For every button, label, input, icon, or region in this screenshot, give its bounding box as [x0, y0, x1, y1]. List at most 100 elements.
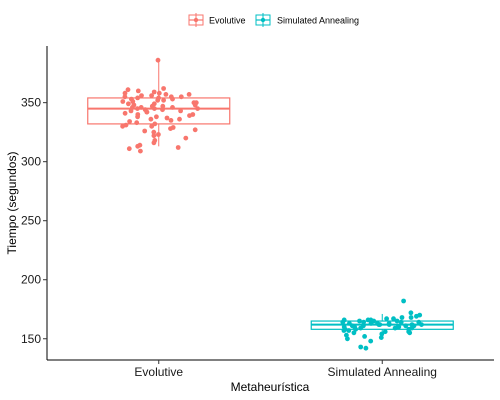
data-point: [135, 114, 141, 120]
data-point: [144, 109, 150, 115]
data-point: [368, 321, 374, 326]
data-point: [403, 323, 409, 329]
data-point: [160, 107, 165, 113]
data-point: [138, 148, 143, 154]
data-point: [361, 319, 366, 325]
x-tick-label: Evolutive: [134, 365, 183, 379]
data-point: [351, 330, 357, 336]
data-point: [384, 316, 389, 322]
y-tick-label: 350: [21, 96, 41, 110]
legend-entry: Evolutive: [188, 13, 246, 27]
data-point: [187, 113, 192, 118]
data-point: [151, 129, 157, 135]
legend-key-point: [260, 17, 266, 23]
data-point: [391, 316, 396, 322]
data-point: [164, 115, 170, 121]
data-point: [128, 108, 134, 114]
legend-label: Simulated Annealing: [277, 16, 359, 26]
y-axis-title: Tiempo (segundos): [5, 152, 19, 255]
series-simulated-annealing: [310, 298, 454, 351]
data-point: [154, 114, 159, 120]
data-point: [192, 127, 198, 133]
data-point: [120, 123, 125, 129]
axes: 150 200 250 300 350 Evolutive Simulated Anneal…: [21, 46, 494, 379]
data-point: [161, 86, 167, 91]
data-point: [155, 57, 161, 63]
data-point: [408, 315, 414, 320]
data-point: [148, 116, 154, 122]
y-tick-label: 150: [21, 332, 41, 346]
data-point: [178, 108, 184, 114]
data-point: [186, 92, 192, 97]
data-point: [175, 145, 181, 150]
data-point: [379, 331, 385, 337]
data-point: [161, 97, 167, 103]
data-point: [377, 322, 383, 327]
data-point: [363, 345, 369, 351]
data-point: [368, 338, 374, 344]
data-point: [345, 336, 350, 342]
data-point: [346, 328, 352, 333]
data-point: [419, 322, 424, 327]
data-point: [340, 319, 346, 325]
data-point: [149, 123, 155, 129]
data-point: [122, 110, 128, 116]
data-point: [142, 128, 148, 134]
x-axis-title: Metaheurística: [231, 380, 310, 394]
data-point: [127, 119, 132, 124]
data-point: [163, 92, 169, 97]
data-point: [178, 94, 184, 100]
series-evolutive: [87, 57, 231, 154]
data-point: [386, 322, 392, 327]
data-point: [358, 325, 363, 331]
data-point: [195, 106, 201, 111]
data-point: [394, 318, 400, 324]
data-point: [177, 116, 182, 122]
data-point: [122, 90, 128, 96]
data-point: [151, 89, 157, 95]
data-point: [382, 329, 388, 335]
data-point: [139, 93, 144, 98]
x-tick-label: Simulated Annealing: [328, 365, 437, 379]
data-point: [160, 103, 166, 109]
data-point: [151, 140, 157, 146]
data-point: [407, 330, 413, 336]
box: [87, 97, 231, 125]
y-tick-label: 200: [21, 273, 41, 287]
y-tick-label: 300: [21, 155, 41, 169]
data-point: [120, 99, 126, 104]
legend-label: Evolutive: [209, 16, 246, 26]
data-point: [408, 310, 414, 316]
data-point: [125, 101, 131, 107]
data-point: [341, 328, 347, 333]
data-point: [183, 135, 189, 141]
legend-entry: Simulated Annealing: [255, 13, 359, 27]
data-point: [362, 334, 367, 339]
legend: Evolutive Simulated Annealing: [188, 13, 359, 27]
data-point: [135, 88, 141, 94]
y-tick-label: 250: [21, 214, 41, 228]
data-point: [168, 118, 174, 123]
legend-key-point: [193, 17, 199, 23]
data-point: [155, 97, 161, 103]
data-point: [138, 105, 144, 110]
data-point: [192, 102, 198, 108]
data-point: [135, 106, 140, 111]
data-point: [170, 105, 175, 110]
data-point: [392, 325, 398, 331]
data-point: [151, 133, 157, 139]
data-point: [134, 120, 140, 126]
plot-area: [87, 57, 454, 351]
data-point: [135, 143, 141, 149]
data-point: [378, 335, 384, 340]
data-point: [414, 313, 419, 319]
data-point: [399, 315, 405, 320]
data-point: [170, 96, 175, 102]
data-point: [152, 106, 157, 111]
data-point: [149, 93, 155, 98]
data-point: [358, 344, 364, 350]
data-point: [401, 298, 406, 304]
data-point: [125, 87, 131, 93]
data-point: [135, 95, 141, 101]
